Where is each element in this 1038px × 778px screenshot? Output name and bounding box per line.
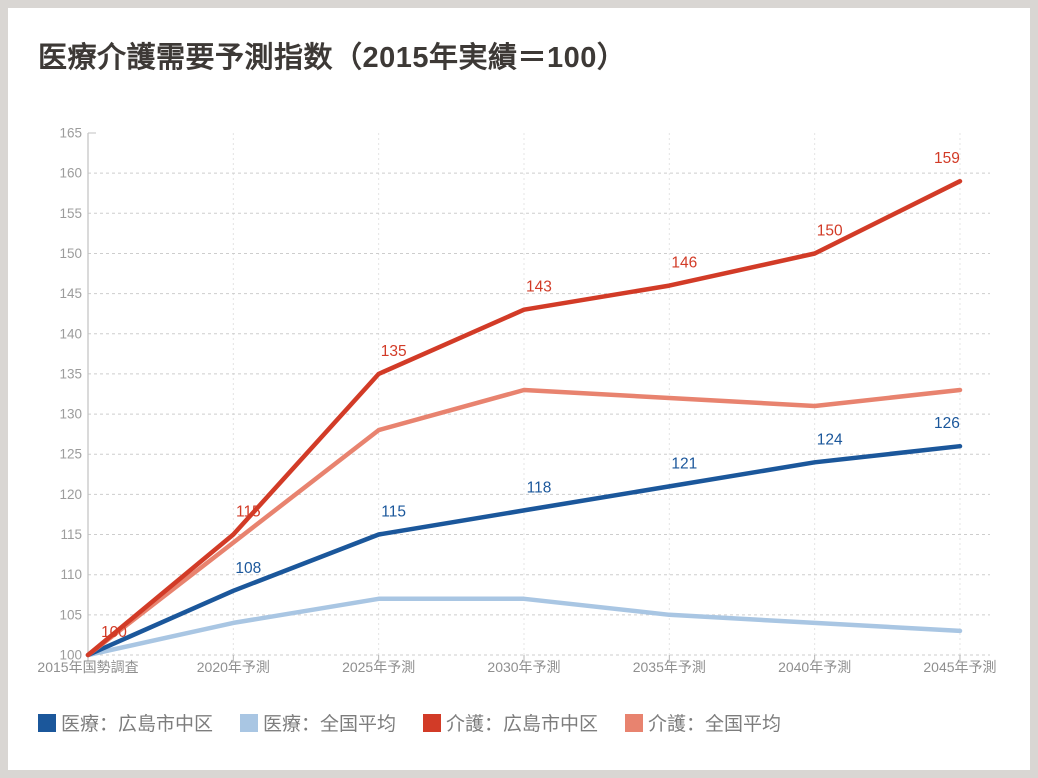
point-value-label: 115 <box>236 504 261 521</box>
y-axis-label: 115 <box>60 527 82 542</box>
point-value-label: 159 <box>934 150 960 167</box>
series-line <box>85 178 963 658</box>
y-axis-label: 145 <box>59 286 82 301</box>
legend-label: 介護：広島市中区 <box>446 714 599 735</box>
y-axis-label: 135 <box>59 366 82 381</box>
y-axis-label: 165 <box>59 126 82 141</box>
y-axis-label: 150 <box>59 246 82 261</box>
y-axis-label: 140 <box>59 326 82 341</box>
y-axis-label: 125 <box>59 447 82 462</box>
chart-card: 医療介護需要予測指数（2015年実績＝100） 100 105 110 115 120 1… <box>8 8 1030 770</box>
legend-label: 介護：全国平均 <box>648 714 782 735</box>
x-axis-label: 2035年予測 <box>633 659 706 675</box>
legend-label: 医療：全国平均 <box>263 714 397 735</box>
y-axis-label: 120 <box>59 487 82 502</box>
point-value-label: 115 <box>381 504 406 521</box>
y-axis-label: 110 <box>60 567 82 582</box>
demand-forecast-line-chart: 100 105 110 115 120 125 130 135 140 145 150 155 160 1… <box>37 126 996 676</box>
legend-item: 医療：全国平均 <box>240 709 396 736</box>
x-axis-label: 2020年予測 <box>197 659 270 675</box>
legend-label: 医療：広島市中区 <box>61 714 214 735</box>
chart-legend: 医療：広島市中区 医療：全国平均 介護：広島市中区 介護：全国平均 <box>38 709 781 736</box>
x-axis-label: 2045年予測 <box>923 659 996 675</box>
y-axis-label: 160 <box>59 166 82 181</box>
point-value-label: 143 <box>526 279 552 296</box>
point-value-label: 121 <box>671 455 697 472</box>
x-axis-label: 2015年国勢調査 <box>37 659 138 675</box>
point-value-label: 126 <box>934 415 960 432</box>
legend-swatch <box>423 713 442 732</box>
legend-item: 介護：広島市中区 <box>423 709 598 736</box>
x-axis-label: 2030年予測 <box>487 659 560 675</box>
y-axis-label: 100 <box>59 648 82 663</box>
point-value-label: 135 <box>381 343 407 360</box>
legend-swatch <box>625 713 644 732</box>
point-value-label: 108 <box>235 560 261 577</box>
x-axis-label: 2025年予測 <box>342 659 415 675</box>
x-axis-label: 2040年予測 <box>778 659 851 675</box>
legend-item: 介護：全国平均 <box>625 709 781 736</box>
point-value-label: 146 <box>671 255 697 272</box>
point-value-label: 150 <box>817 222 843 239</box>
point-value-label: 124 <box>817 431 843 448</box>
legend-swatch <box>38 713 56 732</box>
legend-swatch <box>240 713 259 732</box>
legend-item: 医療：広島市中区 <box>38 709 213 736</box>
series-line <box>85 387 963 658</box>
point-value-label: 118 <box>527 479 552 496</box>
series-line <box>85 596 963 658</box>
series-line <box>85 443 963 658</box>
y-axis-label: 130 <box>59 407 82 422</box>
y-axis-label: 105 <box>59 607 82 622</box>
chart-title: 医療介護需要予測指数（2015年実績＝100） <box>38 42 627 74</box>
point-value-label: 100 <box>101 624 127 641</box>
y-axis-label: 155 <box>59 206 82 221</box>
